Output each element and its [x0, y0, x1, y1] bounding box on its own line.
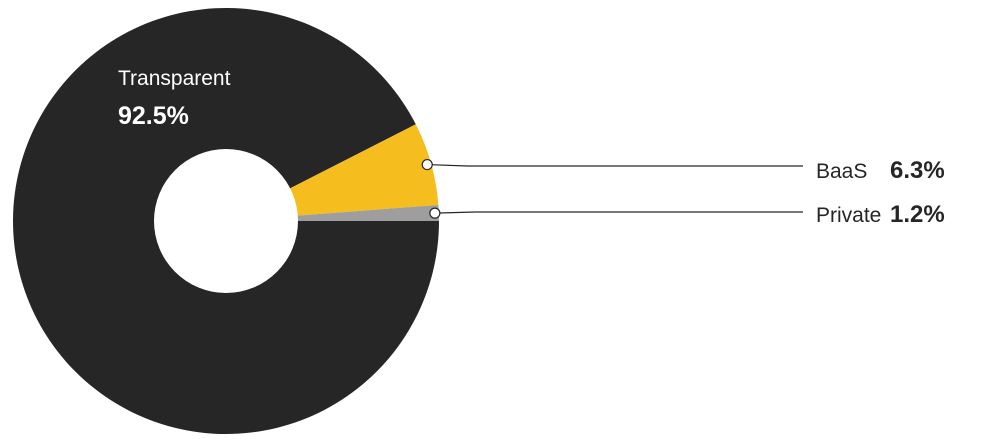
- slice-value-private: 1.2%: [890, 201, 945, 228]
- callout-line-private: [435, 212, 803, 213]
- callout-dot-baas: [422, 160, 432, 170]
- slice-label-baas: BaaS: [816, 160, 867, 183]
- callout-dot-private: [430, 208, 440, 218]
- slice-value-transparent: 92.5%: [118, 102, 189, 130]
- callouts-group: [422, 160, 803, 219]
- slice-label-transparent: Transparent: [118, 67, 231, 90]
- donut-hole: [154, 149, 298, 293]
- callout-line-baas: [427, 165, 803, 166]
- slice-label-private: Private: [816, 204, 881, 227]
- slice-value-baas: 6.3%: [890, 157, 945, 184]
